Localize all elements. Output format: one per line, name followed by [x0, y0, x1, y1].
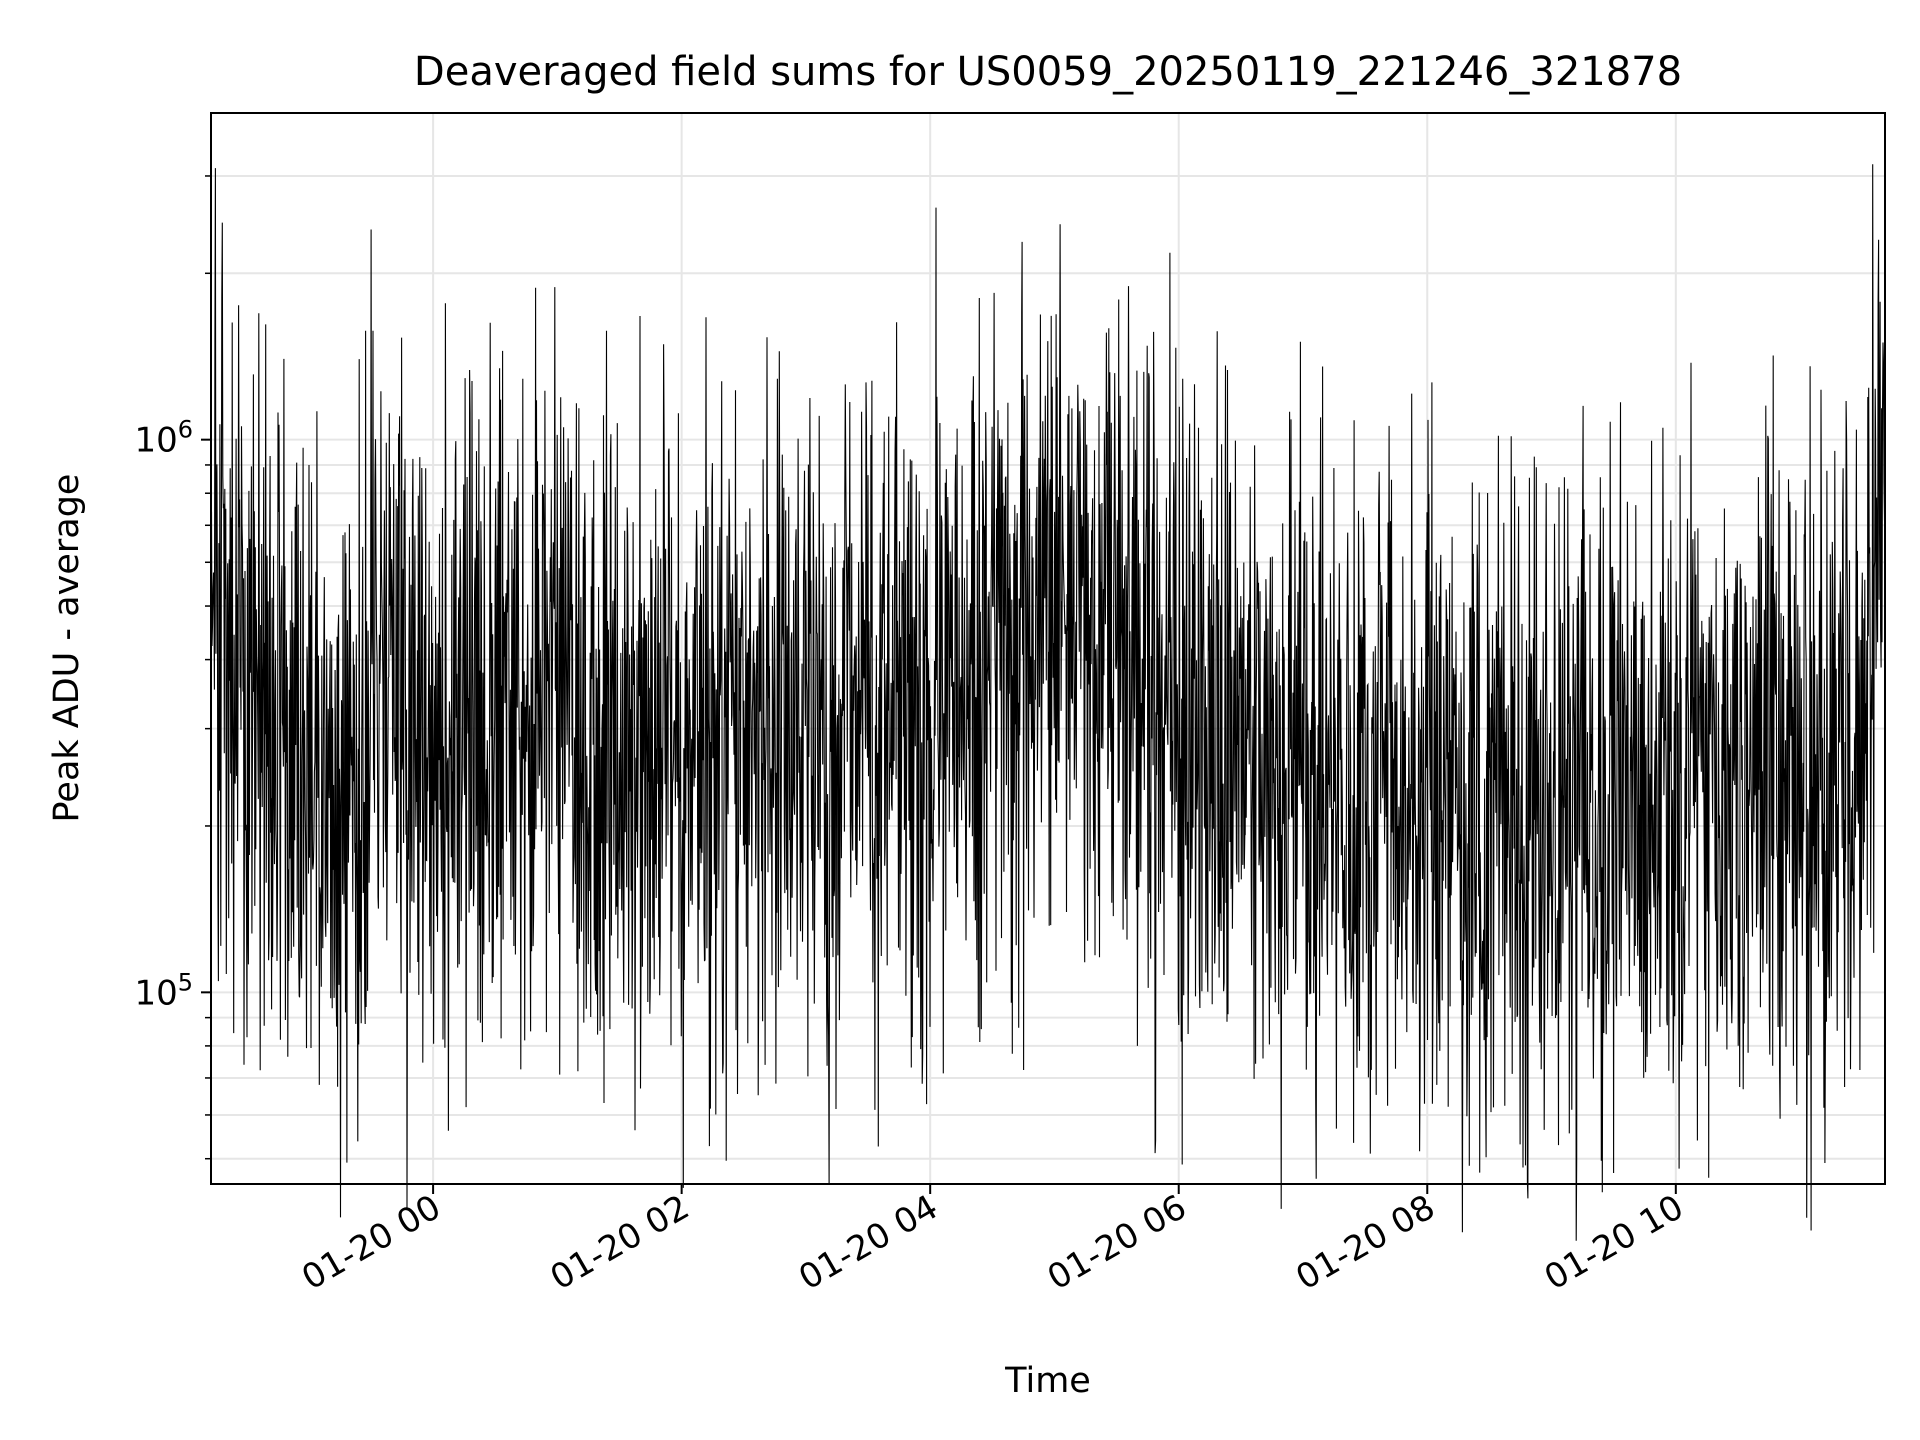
- y-tick-label: 106: [134, 416, 193, 461]
- x-axis-label: Time: [1004, 1361, 1091, 1401]
- plot-frame: [210, 112, 1886, 1185]
- y-tick-label: 105: [134, 968, 193, 1013]
- series-group: [210, 164, 1886, 1241]
- chart-title: Deaveraged field sums for US0059_2025011…: [414, 49, 1682, 95]
- series-line: [210, 164, 1886, 1241]
- y-axis-ticks: 105 106: [134, 175, 211, 1160]
- y-axis-label: Peak ADU - average: [47, 474, 87, 823]
